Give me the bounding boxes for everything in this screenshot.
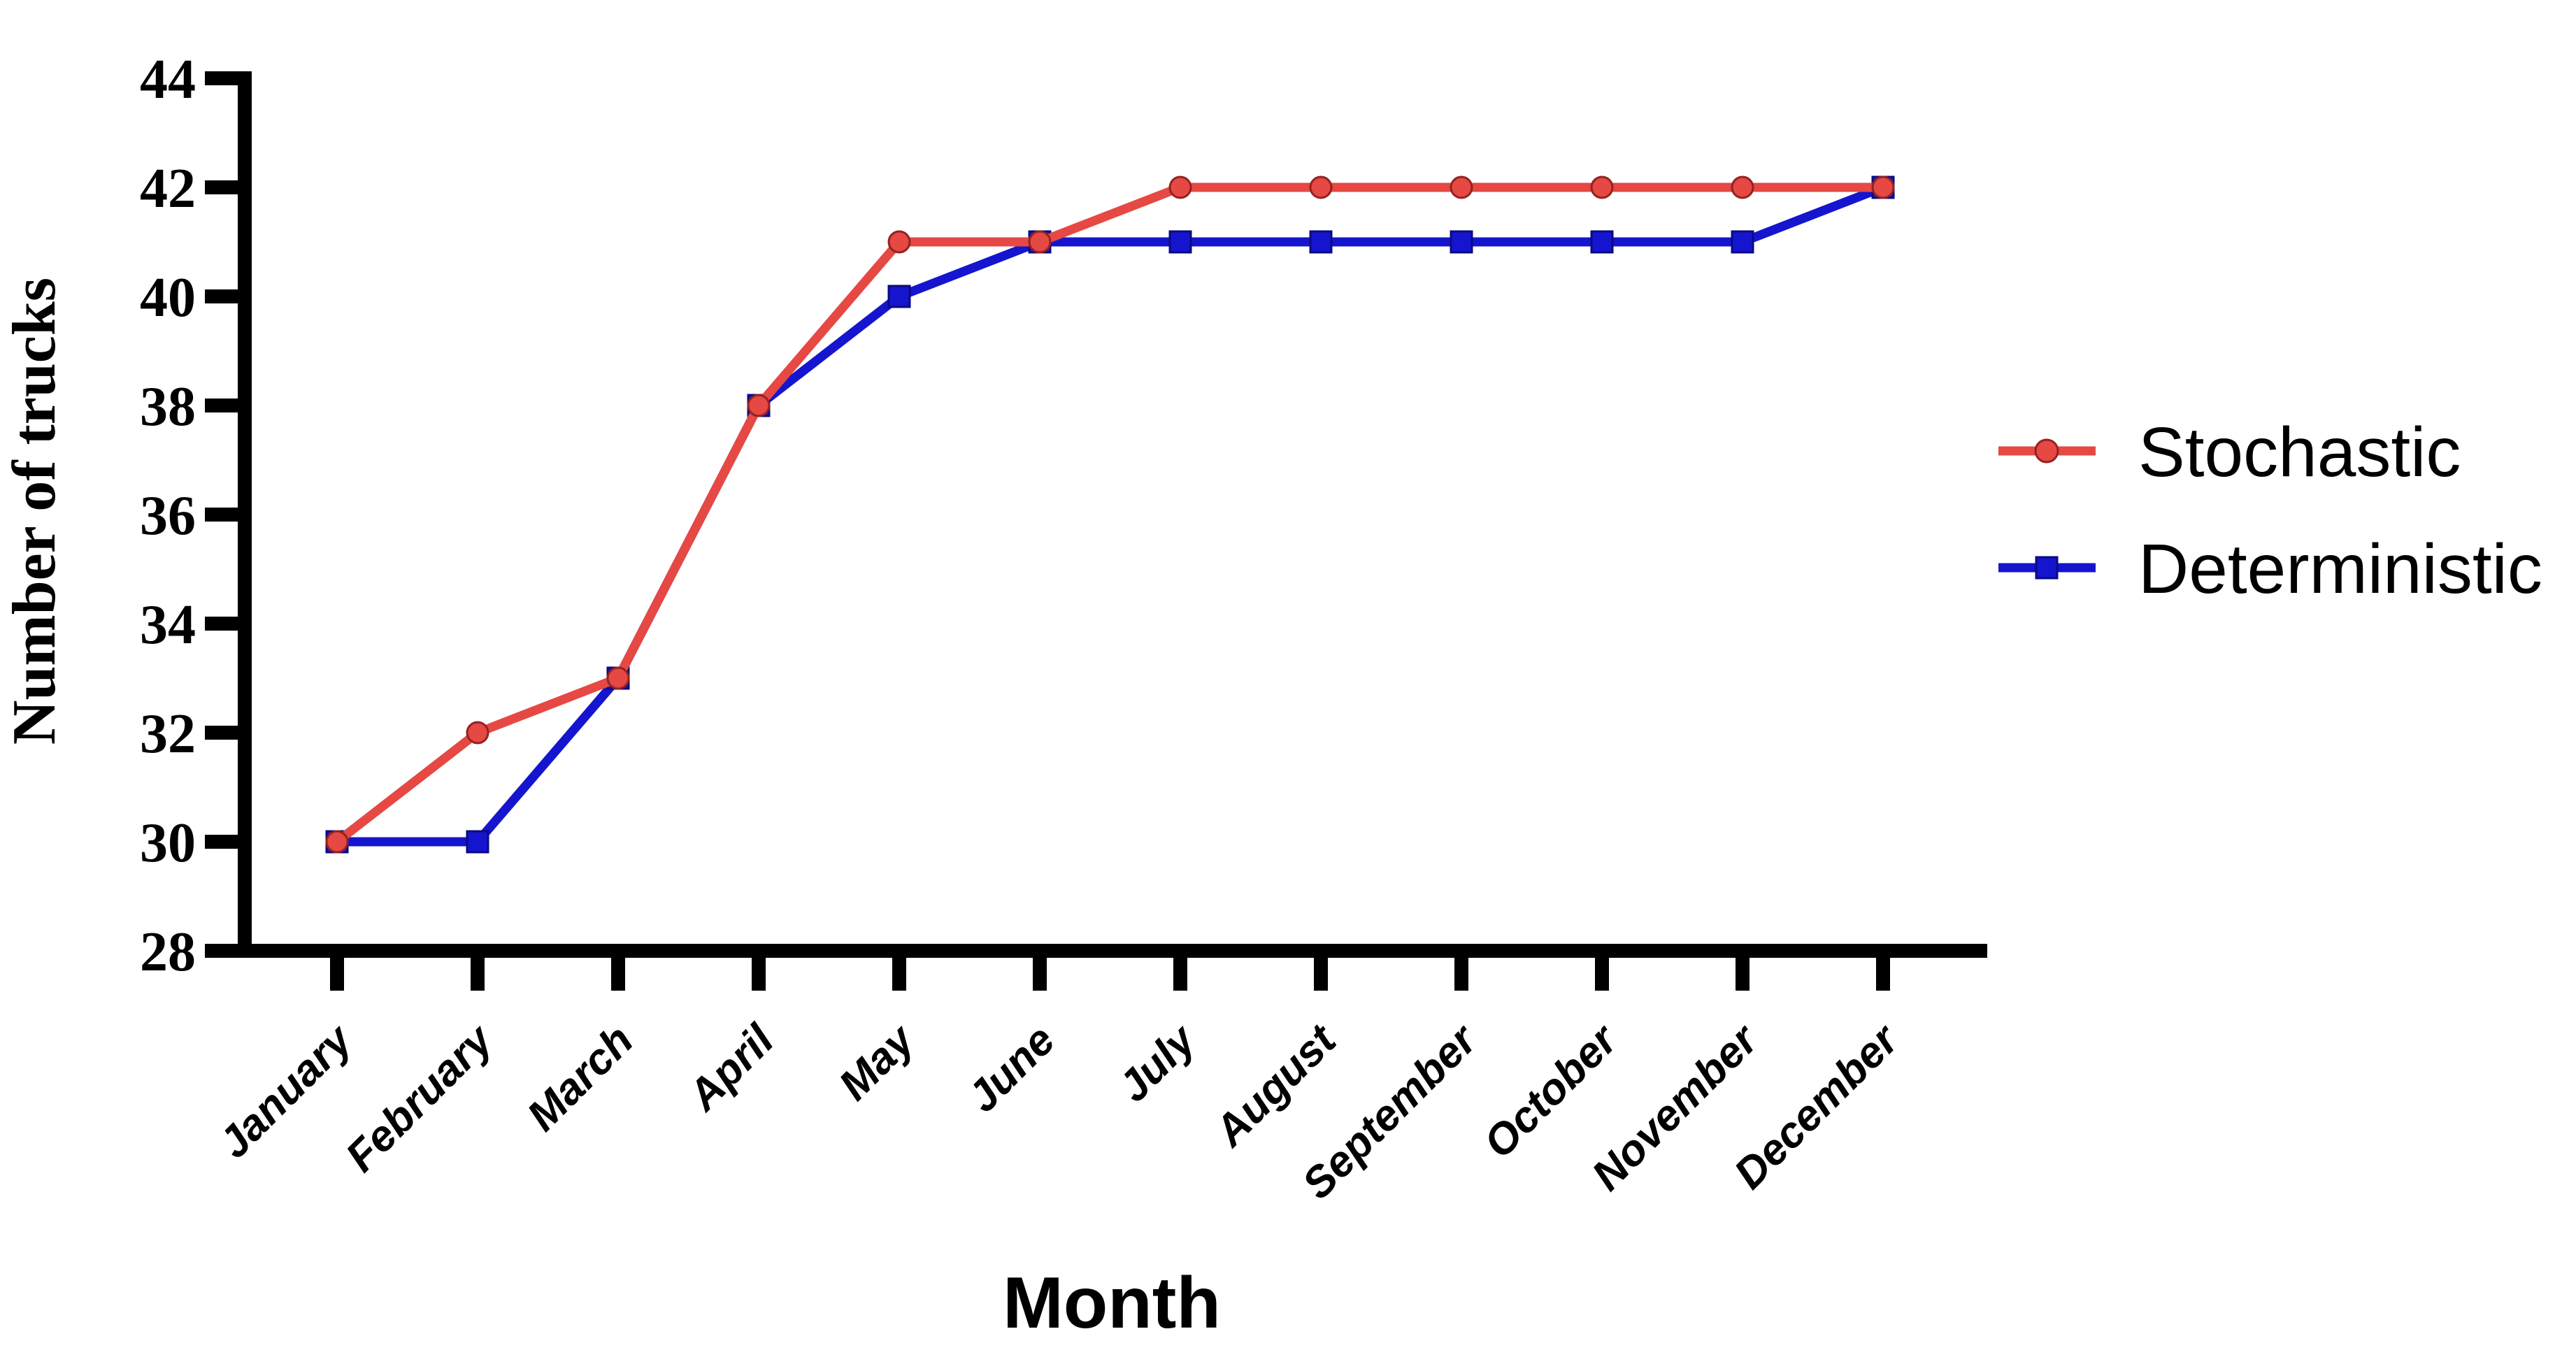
series-line-stochastic (334, 182, 1883, 846)
marker-stochastic-november (1731, 175, 1754, 199)
y-tick-label-42: 42 (140, 158, 196, 220)
marker-deterministic-september (1450, 230, 1473, 254)
marker-stochastic-july (1168, 175, 1192, 199)
y-axis-ticks: 28 30 32 34 36 38 40 42 44 (140, 49, 248, 983)
data-series (325, 175, 1895, 854)
series-line-deterministic (337, 182, 1885, 847)
y-axis-title: Number of trucks (1, 278, 69, 745)
x-tick-label-february: February (336, 1014, 503, 1182)
marker-stochastic-april (747, 394, 771, 417)
y-tick-label-40: 40 (140, 267, 196, 329)
marker-stochastic-june (1028, 230, 1052, 254)
marker-deterministic-october (1590, 230, 1614, 254)
marker-deterministic-february (466, 830, 489, 854)
marker-stochastic-september (1450, 175, 1473, 199)
marker-stochastic-march (606, 666, 630, 690)
y-tick-label-44: 44 (140, 49, 196, 110)
x-tick-label-april: April (678, 1015, 784, 1121)
marker-stochastic-may (887, 230, 911, 254)
axes-spines (205, 71, 1987, 958)
marker-deterministic-may (887, 285, 911, 308)
y-tick-label-34: 34 (140, 594, 196, 656)
marker-stochastic-august (1309, 175, 1333, 199)
x-tick-label-june: June (959, 1016, 1064, 1121)
legend-square-marker-icon (2035, 556, 2059, 580)
marker-deterministic-july (1168, 230, 1192, 254)
y-tick-label-28: 28 (140, 921, 196, 983)
x-tick-label-may: May (830, 1014, 926, 1110)
marker-stochastic-december (1871, 175, 1895, 199)
marker-stochastic-october (1590, 175, 1614, 199)
chart-legend: Stochastic Deterministic (1998, 413, 2542, 608)
legend-item-stochastic: Stochastic (1998, 413, 2461, 491)
x-tick-label-march: March (518, 1016, 643, 1140)
legend-item-deterministic: Deterministic (1998, 530, 2542, 608)
marker-stochastic-january (325, 830, 349, 854)
y-tick-label-36: 36 (140, 485, 196, 547)
marker-deterministic-august (1309, 230, 1333, 254)
x-tick-label-july: July (1109, 1014, 1206, 1112)
legend-label-deterministic: Deterministic (2138, 530, 2542, 608)
marker-stochastic-february (466, 721, 489, 745)
y-tick-label-32: 32 (140, 703, 196, 765)
x-tick-label-august: August (1205, 1014, 1347, 1156)
x-axis-title: Month (1003, 1263, 1221, 1344)
y-tick-label-38: 38 (140, 376, 196, 438)
legend-label-stochastic: Stochastic (2138, 413, 2461, 491)
marker-deterministic-november (1731, 230, 1754, 254)
legend-circle-marker-icon (2034, 438, 2059, 464)
y-tick-label-30: 30 (140, 812, 196, 874)
